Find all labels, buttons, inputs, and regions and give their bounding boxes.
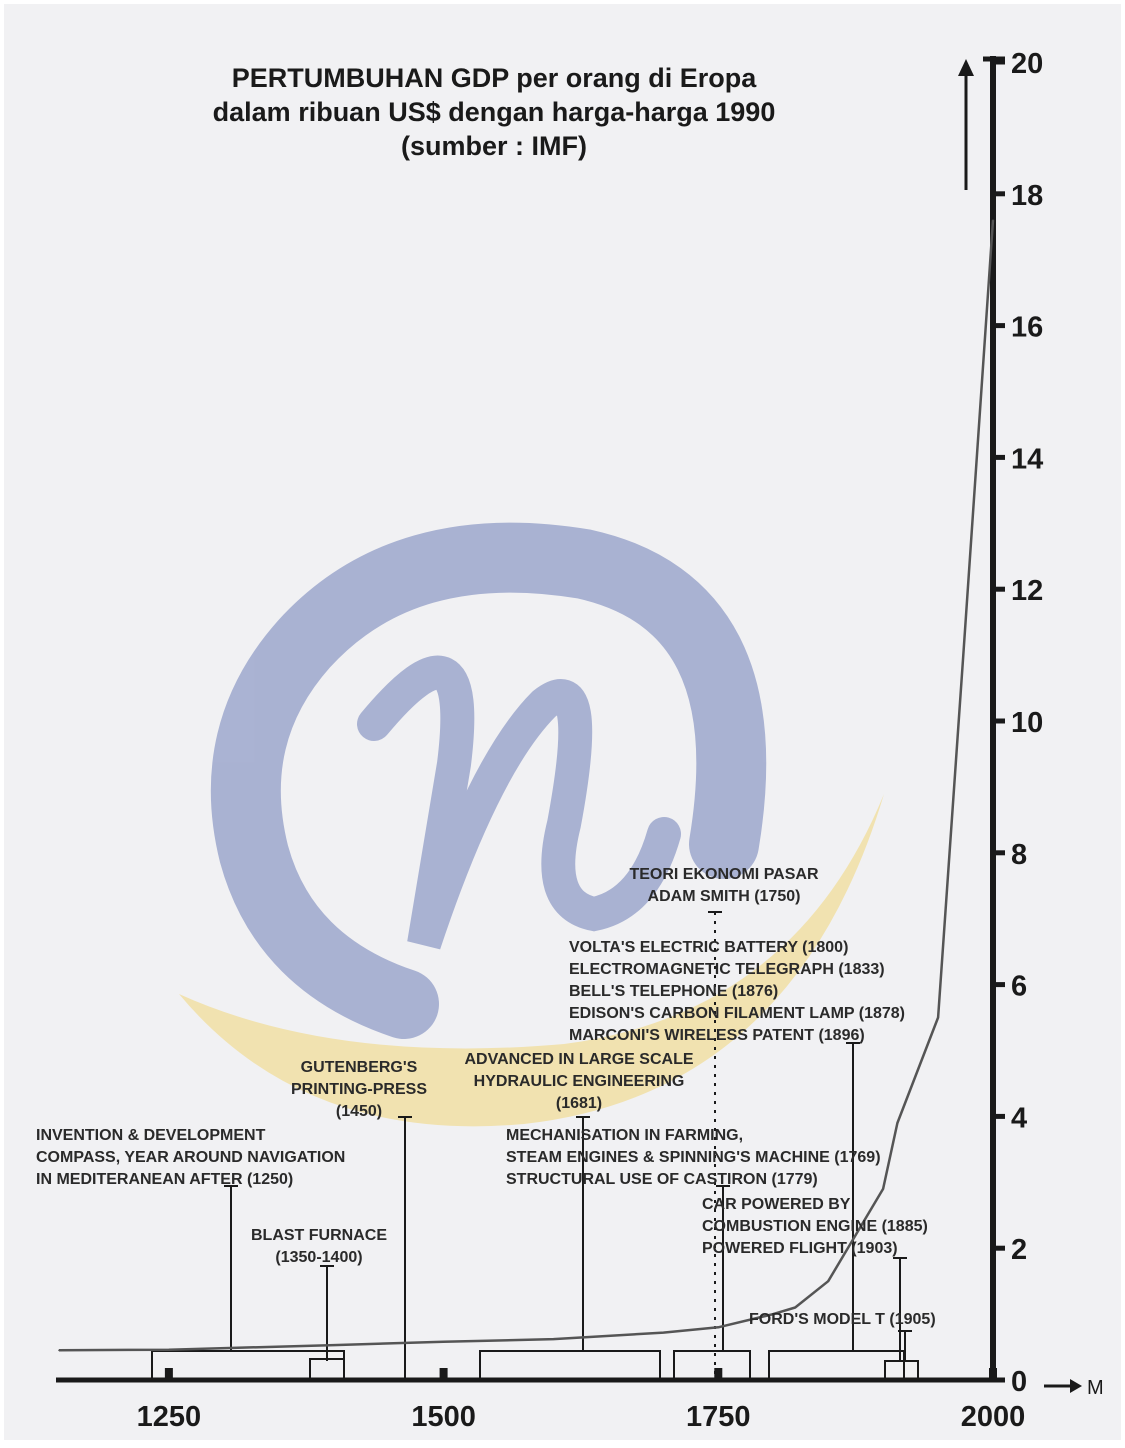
annotation-line: MECHANISATION IN FARMING, — [506, 1125, 881, 1147]
y-tick-label: 18 — [1011, 180, 1043, 212]
annotation-line: GUTENBERG'S — [269, 1057, 449, 1079]
era-box — [769, 1351, 904, 1380]
data-point — [963, 654, 965, 656]
annotation-hydraulic: ADVANCED IN LARGE SCALE HYDRAULIC ENGINE… — [444, 1049, 714, 1115]
annotation-line: (1350-1400) — [229, 1247, 409, 1269]
data-point — [333, 1344, 335, 1346]
era-box — [480, 1351, 660, 1380]
annotation-blast-furnace: BLAST FURNACE (1350-1400) — [229, 1225, 409, 1269]
annotation-ford: FORD'S MODEL T (1905) — [749, 1309, 936, 1331]
era-box — [885, 1361, 918, 1380]
era-box — [152, 1351, 344, 1380]
chart-figure: 0 2 4 6 8 10 12 14 16 18 20 1250 1500 1750 2000 M PERTU… — [4, 4, 1121, 1440]
annotation-farming: MECHANISATION IN FARMING, STEAM ENGINES … — [506, 1125, 881, 1191]
data-point — [663, 1332, 665, 1334]
annotation-line: FORD'S MODEL T (1905) — [749, 1309, 936, 1331]
x-tick-label: 2000 — [961, 1401, 1026, 1433]
data-point — [168, 1349, 170, 1351]
x-tick-mark — [440, 1368, 448, 1380]
annotation-line: TEORI EKONOMI PASAR — [584, 864, 864, 886]
x-tick-mark — [989, 1368, 997, 1380]
gdp-line-chart: 0 2 4 6 8 10 12 14 16 18 20 1250 1500 1750 2000 M — [4, 4, 1121, 1440]
annotation-line: STRUCTURAL USE OF CASTIRON (1779) — [506, 1169, 881, 1191]
annotation-electric-inventions: VOLTA'S ELECTRIC BATTERY (1800) ELECTROM… — [569, 937, 905, 1047]
annotation-line: EDISON'S CARBON FILAMENT LAMP (1878) — [569, 1003, 905, 1025]
y-tick-label: 12 — [1011, 575, 1043, 607]
era-boxes — [152, 1351, 918, 1380]
y-tick-label: 0 — [1011, 1366, 1027, 1398]
data-point — [553, 1338, 555, 1340]
era-box — [674, 1351, 750, 1380]
annotation-line: CAR POWERED BY — [702, 1194, 928, 1216]
annotation-line: COMPASS, YEAR AROUND NAVIGATION — [36, 1147, 345, 1169]
data-point — [717, 1326, 719, 1328]
annotation-line: ELECTROMAGNETIC TELEGRAPH (1833) — [569, 959, 905, 981]
annotation-gutenberg: GUTENBERG'S PRINTING-PRESS (1450) — [269, 1057, 449, 1123]
chart-title-line-2: dalam ribuan US$ dengan harga-harga 1990 — [134, 96, 854, 128]
annotation-line: ADAM SMITH (1750) — [584, 886, 864, 908]
annotation-line: BELL'S TELEPHONE (1876) — [569, 981, 905, 1003]
annotation-line: VOLTA'S ELECTRIC BATTERY (1800) — [569, 937, 905, 959]
y-tick-label: 2 — [1011, 1234, 1027, 1266]
y-tick-label: 8 — [1011, 839, 1027, 871]
x-tick-mark — [165, 1368, 173, 1380]
data-point — [897, 1122, 899, 1124]
x-tick-label: 1250 — [137, 1401, 202, 1433]
y-tick-label: 20 — [1011, 48, 1043, 80]
annotation-compass: INVENTION & DEVELOPMENT COMPASS, YEAR AR… — [36, 1125, 345, 1191]
x-axis-arrow-head — [1070, 1379, 1082, 1393]
annotation-adam-smith: TEORI EKONOMI PASAR ADAM SMITH (1750) — [584, 864, 864, 908]
y-tick-label: 14 — [1011, 443, 1043, 475]
annotation-car-flight: CAR POWERED BY COMBUSTION ENGINE (1885) … — [702, 1194, 928, 1260]
data-point — [882, 1188, 884, 1190]
annotation-line: ADVANCED IN LARGE SCALE — [444, 1049, 714, 1071]
data-point — [992, 219, 994, 221]
data-point — [58, 1350, 60, 1352]
data-point — [443, 1341, 445, 1343]
annotation-line: (1450) — [269, 1101, 449, 1123]
chart-title-line-3: (sumber : IMF) — [134, 130, 854, 162]
chart-title-line-1: PERTUMBUHAN GDP per orang di Eropa — [134, 62, 854, 94]
annotation-line: POWERED FLIGHT (1903) — [702, 1238, 928, 1260]
x-axis-label: M — [1087, 1377, 1104, 1399]
y-tick-label: 16 — [1011, 312, 1043, 344]
y-tick-label: 4 — [1011, 1102, 1027, 1134]
era-box — [310, 1359, 344, 1380]
y-tick-label: 10 — [1011, 707, 1043, 739]
annotation-line: BLAST FURNACE — [229, 1225, 409, 1247]
y-tick-label: 6 — [1011, 971, 1027, 1003]
annotation-line: STEAM ENGINES & SPINNING'S MACHINE (1769… — [506, 1147, 881, 1169]
annotation-line: HYDRAULIC ENGINEERING — [444, 1071, 714, 1093]
annotation-line: (1681) — [444, 1093, 714, 1115]
annotation-line: COMBUSTION ENGINE (1885) — [702, 1216, 928, 1238]
annotation-line: IN MEDITERANEAN AFTER (1250) — [36, 1169, 345, 1191]
up-arrow-head — [958, 59, 974, 76]
annotation-line: PRINTING-PRESS — [269, 1079, 449, 1101]
x-tick-label: 1750 — [686, 1401, 751, 1433]
data-point — [937, 1017, 939, 1019]
annotation-line: INVENTION & DEVELOPMENT — [36, 1125, 345, 1147]
x-tick-label: 1500 — [411, 1401, 476, 1433]
annotation-line: MARCONI'S WIRELESS PATENT (1896) — [569, 1025, 905, 1047]
data-point — [827, 1280, 829, 1282]
